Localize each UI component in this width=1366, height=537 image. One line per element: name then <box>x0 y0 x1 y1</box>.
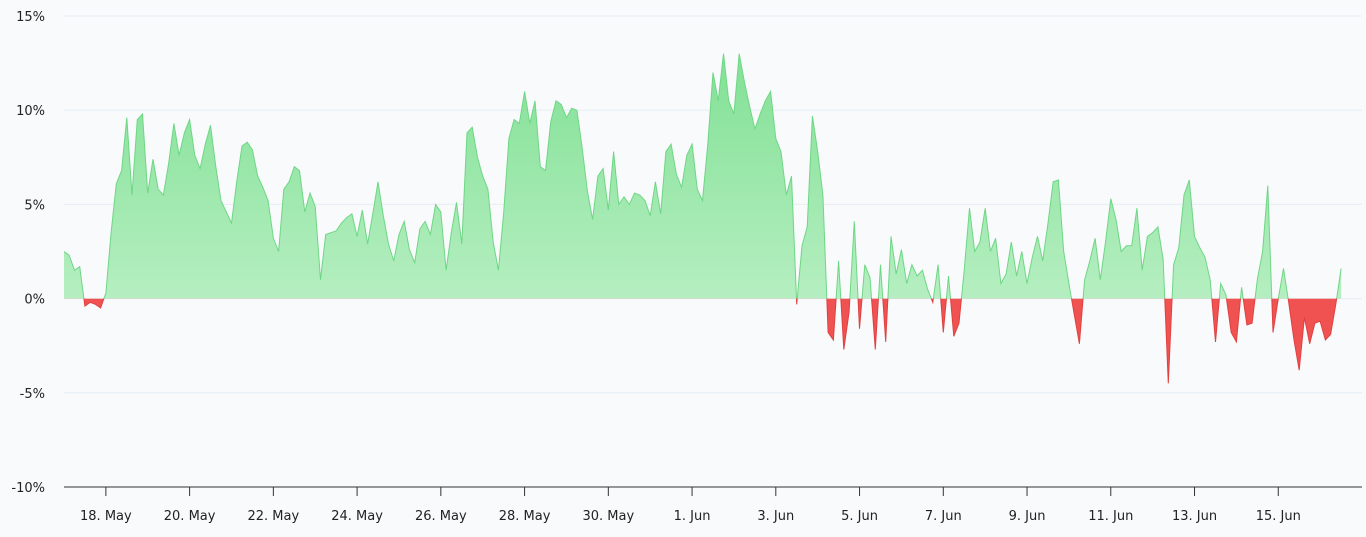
series-area <box>64 53 1342 384</box>
y-tick-label: 0% <box>24 293 45 308</box>
positive-area <box>64 53 1342 299</box>
y-tick-label: 10% <box>16 104 45 119</box>
x-tick-label: 3. Jun <box>757 509 794 524</box>
x-tick-label: 1. Jun <box>674 509 711 524</box>
x-tick-label: 7. Jun <box>925 509 962 524</box>
y-tick-label: 15% <box>16 10 45 25</box>
x-tick-label: 26. May <box>415 509 467 524</box>
x-tick-label: 30. May <box>582 509 634 524</box>
y-tick-label: 5% <box>24 198 45 213</box>
y-tick-label: -5% <box>20 387 45 402</box>
x-tick-label: 18. May <box>80 509 132 524</box>
x-tick-label: 15. Jun <box>1256 509 1301 524</box>
x-tick-label: 9. Jun <box>1009 509 1046 524</box>
x-tick-label: 5. Jun <box>841 509 878 524</box>
y-tick-label: -10% <box>11 481 45 496</box>
x-tick-label: 11. Jun <box>1088 509 1133 524</box>
x-tick-label: 20. May <box>164 509 216 524</box>
x-tick-label: 22. May <box>248 509 300 524</box>
x-tick-label: 24. May <box>331 509 383 524</box>
x-tick-label: 13. Jun <box>1172 509 1217 524</box>
x-axis: 18. May 20. May 22. May 24. May 26. May 28. M… <box>64 486 1362 524</box>
positive-line <box>64 53 1342 299</box>
x-tick-label: 28. May <box>499 509 551 524</box>
y-axis: 15% 10% 5% 0% -5% -10% <box>11 10 45 496</box>
